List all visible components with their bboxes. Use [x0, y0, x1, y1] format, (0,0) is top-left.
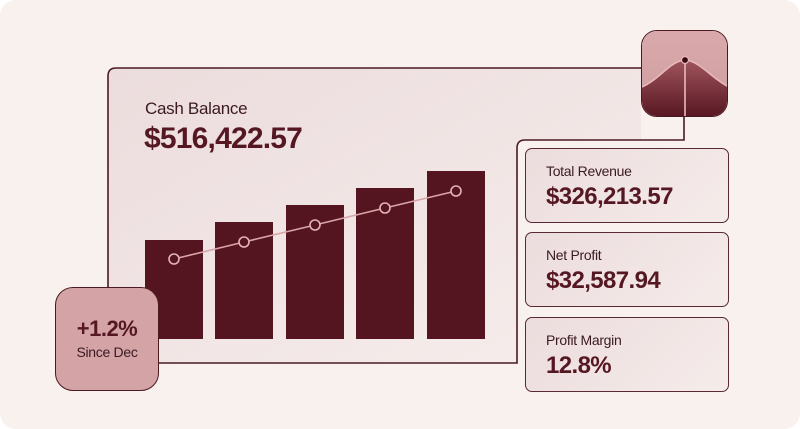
- cash-balance-label: Cash Balance: [145, 99, 248, 118]
- stat-value: $326,213.57: [546, 183, 673, 210]
- change-badge-subtitle: Since Dec: [76, 344, 138, 360]
- trend-point: [168, 253, 180, 265]
- trend-point: [309, 219, 321, 231]
- stat-card-profit-margin[interactable]: Profit Margin 12.8%: [525, 317, 729, 392]
- stat-card-total-revenue[interactable]: Total Revenue $326,213.57: [525, 148, 729, 223]
- stat-value: 12.8%: [546, 352, 612, 379]
- change-badge-value: +1.2%: [76, 316, 138, 341]
- stat-card-net-profit[interactable]: Net Profit $32,587.94: [525, 232, 729, 307]
- chart-bar-5: [427, 171, 485, 339]
- trend-point: [238, 236, 250, 248]
- stat-value: $32,587.94: [546, 267, 661, 294]
- stat-label: Total Revenue: [546, 163, 632, 179]
- stat-label: Net Profit: [546, 247, 602, 263]
- trend-point: [379, 202, 391, 214]
- cash-balance-value: $516,422.57: [144, 122, 303, 155]
- area-chart-icon-graphic: [642, 31, 727, 116]
- stat-label: Profit Margin: [546, 332, 622, 348]
- change-badge: +1.2% Since Dec: [55, 287, 159, 391]
- trend-point: [450, 185, 462, 197]
- area-chart-peak-icon[interactable]: [641, 30, 728, 117]
